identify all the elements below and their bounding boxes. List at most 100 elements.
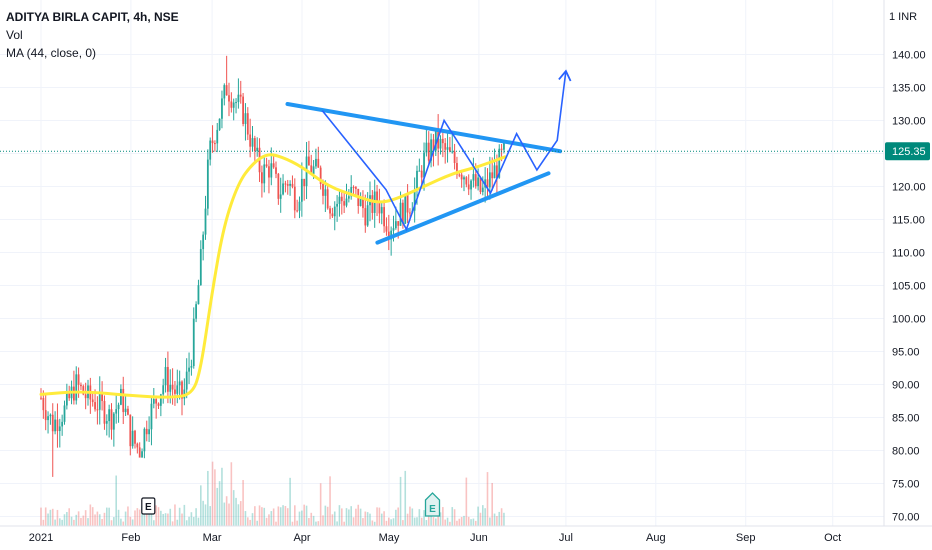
candle-body — [98, 392, 101, 410]
candle-body — [75, 374, 78, 401]
candle-body — [122, 388, 125, 413]
volume-bar — [432, 517, 435, 526]
volume-bar — [444, 519, 446, 526]
candle-body — [94, 402, 96, 410]
candle-body — [364, 208, 367, 226]
candle-body — [425, 142, 428, 153]
candle-body — [42, 397, 45, 411]
volume-bar — [89, 504, 92, 526]
candle-body — [413, 189, 416, 211]
candle-body — [387, 231, 390, 240]
volume-bar — [413, 517, 416, 526]
volume-bar — [411, 508, 414, 526]
volume-bar — [249, 519, 251, 526]
candle-body — [500, 148, 503, 150]
candle-body — [312, 166, 315, 174]
candle-body — [221, 98, 223, 119]
price-tick-label: 130.00 — [892, 116, 926, 128]
volume-bar — [56, 509, 59, 526]
candle-body — [315, 158, 317, 167]
volume-bar — [301, 510, 303, 526]
candle-body — [343, 201, 346, 206]
candle-body — [394, 221, 397, 229]
candle-body — [223, 85, 226, 99]
volume-bar — [482, 505, 484, 526]
volume-bar — [378, 507, 381, 526]
volume-bar — [77, 511, 80, 526]
volume-bar — [225, 496, 228, 526]
price-tick-label: 140.00 — [892, 50, 926, 62]
volume-bar — [237, 504, 240, 526]
candle-body — [444, 143, 447, 150]
volume-bar — [277, 506, 280, 526]
volume-bar — [54, 519, 56, 526]
candle-body — [392, 228, 395, 231]
volume-indicator-label[interactable]: Vol — [6, 28, 23, 42]
volume-bar — [362, 518, 364, 526]
price-tick-label: 85.00 — [892, 413, 920, 425]
candle-body — [181, 381, 183, 399]
volume-bar — [122, 521, 125, 526]
price-axis[interactable]: 1 INR 140.00 135.00 130.00 120.00 115.00 110.0… — [883, 0, 932, 550]
candle-body — [359, 197, 362, 207]
time-tick-label: Aug — [646, 532, 666, 544]
time-axis[interactable]: 2021 Feb Mar Apr May Jun Jul Aug Sep Oct — [0, 525, 932, 550]
candle-body — [322, 183, 324, 196]
volume-bar — [474, 520, 477, 526]
zigzag-projection — [321, 70, 567, 232]
candle-body — [127, 408, 129, 415]
volume-bar — [341, 508, 343, 526]
candle-body — [418, 170, 421, 172]
candle-body — [402, 202, 404, 224]
volume-bar — [171, 521, 174, 526]
candle-body — [300, 178, 303, 202]
candle-body — [185, 371, 188, 390]
candle-body — [145, 428, 148, 435]
earnings-marker-label: E — [429, 504, 436, 515]
volume-bar — [51, 508, 54, 526]
candle-body — [176, 385, 179, 394]
chart-legend: ADITYA BIRLA CAPIT, 4h, NSE Vol MA (44, … — [6, 8, 179, 62]
candle-body — [199, 249, 202, 286]
volume-bar — [272, 508, 275, 526]
price-tick-label: 80.00 — [892, 446, 920, 458]
volume-bar — [416, 517, 418, 526]
volume-bar — [59, 518, 61, 526]
volume-bar — [230, 462, 233, 526]
candle-body — [479, 177, 482, 193]
volume-bar — [127, 506, 129, 526]
volume-bar — [423, 510, 425, 526]
volume-bar — [442, 507, 444, 526]
ma-indicator-label[interactable]: MA (44, close, 0) — [6, 46, 97, 60]
volume-bar — [303, 504, 305, 526]
candle-body — [138, 447, 141, 458]
candle-body — [108, 409, 111, 422]
candle-body — [242, 96, 244, 125]
volume-bar — [261, 507, 263, 526]
volume-bar — [326, 506, 329, 526]
volume-bar — [47, 513, 49, 526]
candle-body — [423, 152, 425, 178]
symbol-title[interactable]: ADITYA BIRLA CAPIT, 4h, NSE — [6, 10, 179, 24]
candle-body — [51, 414, 54, 432]
volume-bar — [61, 519, 63, 526]
candle-body — [129, 414, 132, 447]
time-tick-label: Jun — [470, 532, 488, 544]
volume-bar — [503, 512, 505, 526]
volume-bar — [496, 516, 498, 526]
volume-bar — [183, 504, 186, 526]
volume-bar — [366, 512, 369, 526]
volume-bar — [209, 506, 211, 526]
volume-bar — [390, 519, 392, 526]
volume-bar — [319, 483, 322, 526]
volume-bar — [148, 506, 150, 526]
candle-body — [296, 210, 299, 212]
candle-body — [347, 196, 350, 199]
candle-body — [44, 410, 47, 421]
candle-body — [63, 405, 66, 422]
candle-body — [406, 193, 409, 213]
volume-bar — [369, 513, 371, 526]
volume-bar — [44, 507, 47, 526]
